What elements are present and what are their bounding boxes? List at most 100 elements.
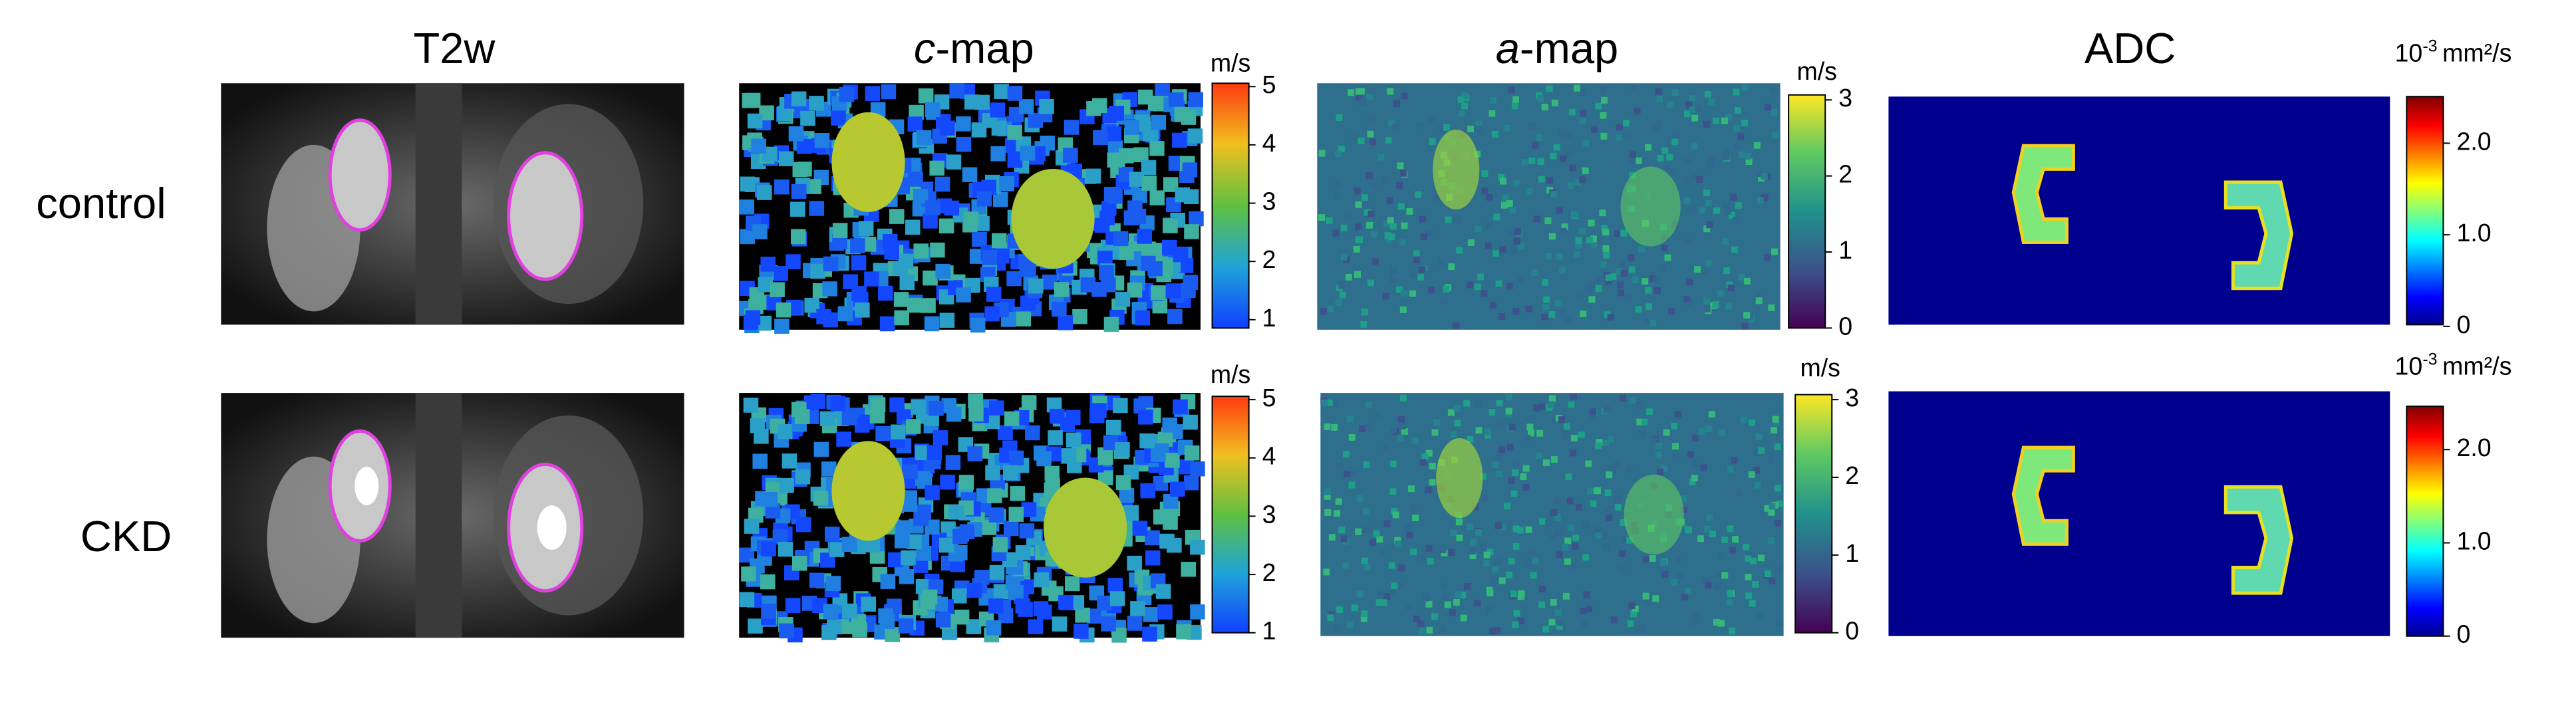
pixel [1754, 481, 1761, 489]
pixel [1590, 500, 1597, 507]
pixel [1535, 452, 1542, 459]
pixel [909, 104, 924, 120]
pixel [1410, 548, 1417, 555]
pixel [1467, 126, 1475, 133]
pixel [1064, 120, 1079, 135]
pixel [1389, 276, 1397, 283]
pixel [776, 302, 791, 318]
pixel [1541, 279, 1548, 286]
pixel [1505, 571, 1512, 578]
pixel [1717, 552, 1724, 560]
pixel [1685, 527, 1692, 534]
pixel [938, 218, 954, 234]
pixel [1326, 217, 1333, 224]
pixel [1190, 461, 1205, 477]
pixel [993, 584, 1009, 600]
pixel [1455, 519, 1463, 526]
pixel [1520, 473, 1527, 480]
pixel [1175, 187, 1191, 203]
pixel [1073, 624, 1089, 639]
pixel [1463, 400, 1471, 407]
pixel [1522, 484, 1530, 491]
pixel [1721, 537, 1729, 544]
pixel [1641, 418, 1648, 425]
pixel [1181, 110, 1197, 125]
pixel [1149, 190, 1165, 205]
pixel [1377, 589, 1385, 596]
pixel [1505, 408, 1512, 415]
pixel [1764, 104, 1771, 111]
pixel [939, 312, 955, 328]
pixel [1582, 167, 1589, 174]
pixel [1335, 498, 1342, 505]
pixel [948, 505, 964, 520]
pixel [1538, 518, 1546, 525]
pixel [878, 285, 893, 301]
pixel [1684, 178, 1691, 185]
pixel [970, 317, 986, 333]
pixel [1642, 592, 1649, 600]
pixel [1653, 287, 1661, 295]
pixel [1361, 308, 1368, 316]
pixel [1324, 509, 1332, 516]
pixel [1163, 218, 1178, 233]
pixel [782, 453, 797, 469]
pixel [1572, 543, 1579, 550]
pixel [1600, 533, 1607, 540]
pixel [1182, 162, 1198, 178]
pixel [1417, 620, 1425, 628]
pixel [1753, 467, 1760, 474]
pixel [1338, 527, 1346, 534]
pixel [1528, 157, 1536, 164]
pixel [1107, 152, 1123, 168]
pixel [1576, 293, 1583, 300]
pixel [1596, 439, 1603, 446]
pixel [1620, 394, 1627, 402]
pixel [1516, 527, 1524, 534]
pixel [1380, 599, 1387, 606]
pixel [1662, 166, 1669, 173]
pixel [1433, 419, 1441, 426]
kidney [507, 151, 584, 281]
pixel [1183, 475, 1199, 491]
pixel [1614, 461, 1621, 468]
pixel [794, 409, 810, 424]
pixel [744, 519, 760, 534]
pixel [1340, 535, 1348, 543]
pixel [1448, 549, 1455, 556]
pixel [1628, 602, 1636, 609]
pixel [1554, 529, 1562, 537]
pixel [1492, 566, 1499, 573]
pixel [1401, 222, 1408, 229]
pixel [1072, 308, 1087, 324]
pixel [930, 242, 945, 258]
pixel [813, 441, 829, 457]
pixel [1625, 132, 1632, 140]
pixel [1603, 251, 1610, 259]
pixel [1735, 202, 1742, 209]
pixel [1743, 543, 1750, 550]
pixel [1039, 98, 1054, 114]
colorbar-tick-label: 1.0 [2456, 527, 2491, 554]
pixel [1376, 536, 1383, 543]
pixel [1604, 311, 1611, 318]
pixel [1145, 530, 1160, 546]
pixel [1351, 604, 1358, 612]
pixel [1481, 170, 1489, 178]
pixel [949, 83, 964, 99]
pixel [1417, 121, 1424, 128]
kidney-core [537, 505, 567, 550]
pixel [796, 139, 812, 154]
colorbar-tick-label: 3 [1262, 500, 1276, 528]
pixel [1771, 108, 1778, 116]
pixel [905, 419, 921, 434]
pixel [1655, 451, 1662, 459]
colorbar-tick-label: 5 [1262, 384, 1276, 412]
pixel [1489, 408, 1496, 416]
pixel [1094, 217, 1110, 233]
pixel [821, 625, 837, 640]
pixel [1044, 465, 1060, 481]
pixel [1655, 442, 1663, 449]
pixel [1703, 225, 1711, 233]
